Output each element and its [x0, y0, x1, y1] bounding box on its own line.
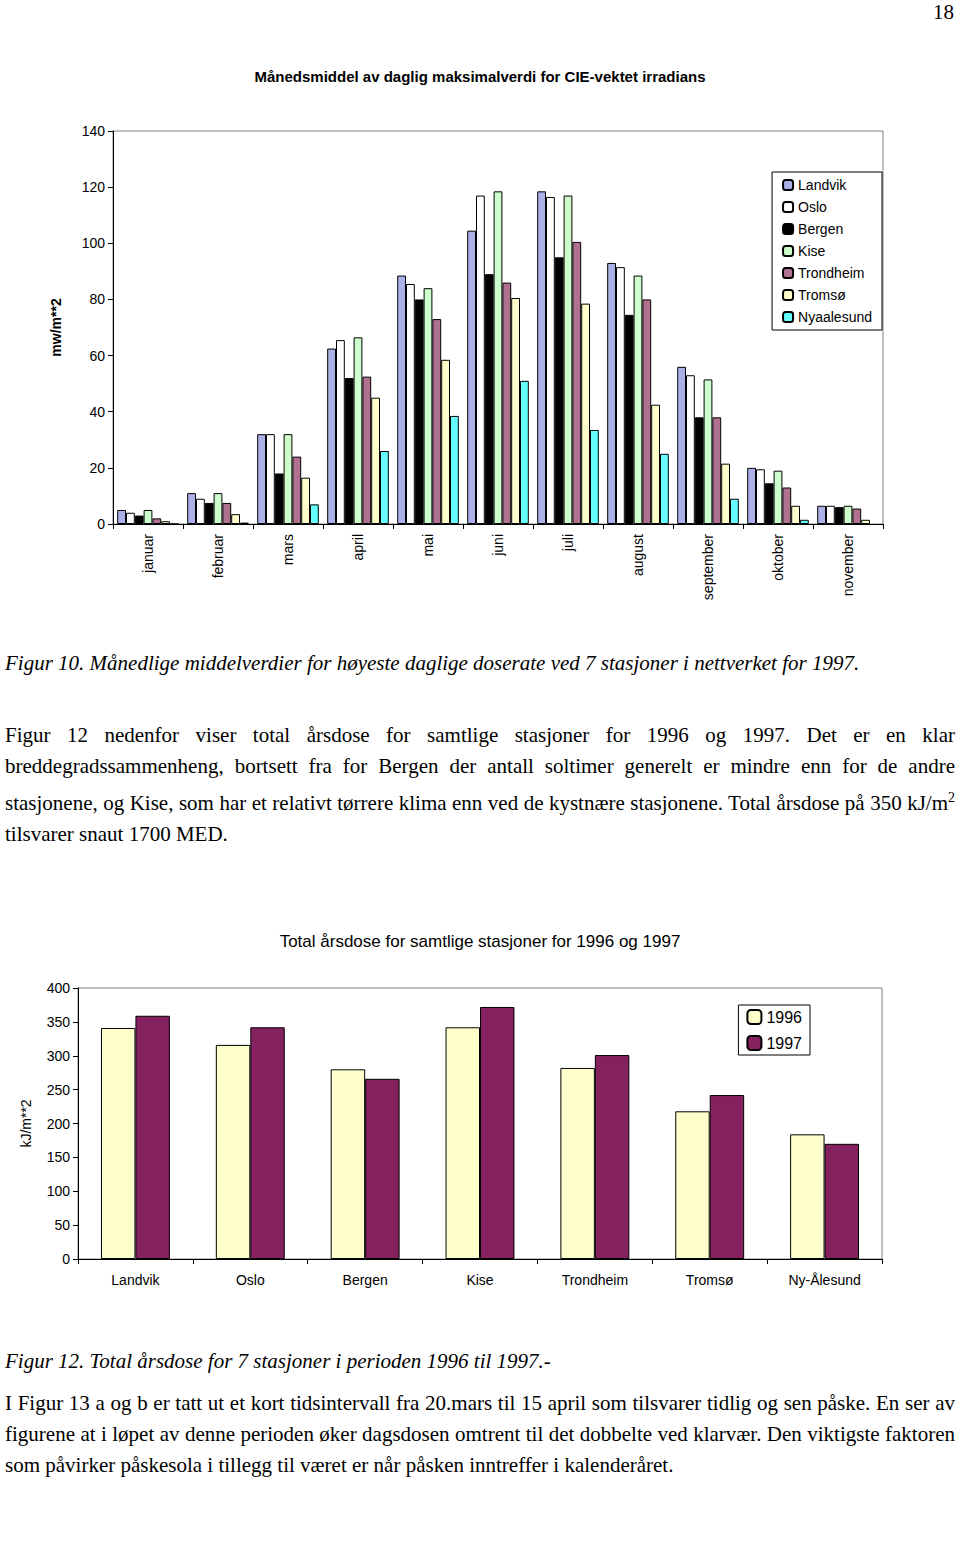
- svg-text:0: 0: [62, 1251, 70, 1267]
- svg-text:Kise: Kise: [466, 1272, 493, 1288]
- svg-text:Ny-Ålesund: Ny-Ålesund: [788, 1272, 860, 1288]
- svg-text:300: 300: [47, 1048, 71, 1064]
- svg-text:100: 100: [47, 1183, 71, 1199]
- svg-text:september: september: [700, 534, 716, 600]
- svg-text:350: 350: [47, 1014, 71, 1030]
- svg-text:80: 80: [89, 291, 105, 307]
- svg-text:Trondheim: Trondheim: [798, 265, 864, 281]
- svg-text:kJ/m**2: kJ/m**2: [18, 1099, 34, 1147]
- svg-text:Landvik: Landvik: [798, 177, 847, 193]
- svg-text:20: 20: [89, 460, 105, 476]
- svg-text:50: 50: [54, 1217, 70, 1233]
- svg-text:august: august: [630, 534, 646, 576]
- svg-text:februar: februar: [210, 534, 226, 579]
- svg-text:april: april: [350, 534, 366, 560]
- svg-text:mai: mai: [420, 534, 436, 557]
- svg-text:140: 140: [82, 123, 106, 139]
- svg-text:100: 100: [82, 235, 106, 251]
- svg-text:Landvik: Landvik: [111, 1272, 160, 1288]
- html-text:Figur 12. Total årsdose for 7: Figur 12. Total årsdose for 7 stasjoner …: [5, 1349, 551, 1373]
- svg-text:Tromsø: Tromsø: [686, 1272, 734, 1288]
- svg-text:0: 0: [97, 516, 105, 532]
- svg-text:Bergen: Bergen: [343, 1272, 388, 1288]
- svg-text:200: 200: [47, 1116, 71, 1132]
- svg-text:juli: juli: [560, 534, 576, 552]
- svg-text:400: 400: [47, 980, 71, 996]
- svg-text:mars: mars: [280, 534, 296, 565]
- svg-text:Månedsmiddel av daglig maksima: Månedsmiddel av daglig maksimalverdi for…: [255, 68, 706, 85]
- html-text:I Figur 13 a og b er tatt ut e: I Figur 13 a og b er tatt ut et kort tid…: [5, 1391, 955, 1477]
- svg-text:60: 60: [89, 348, 105, 364]
- svg-text:juni: juni: [490, 534, 506, 557]
- svg-text:november: november: [840, 534, 856, 597]
- svg-text:Oslo: Oslo: [798, 199, 827, 215]
- svg-text:1996: 1996: [766, 1009, 802, 1026]
- svg-text:Tromsø: Tromsø: [798, 287, 846, 303]
- svg-text:40: 40: [89, 404, 105, 420]
- svg-text:120: 120: [82, 179, 106, 195]
- svg-text:Nyaalesund: Nyaalesund: [798, 309, 872, 325]
- html-text:18: 18: [933, 0, 954, 24]
- svg-text:250: 250: [47, 1082, 71, 1098]
- html-text:Figur 12 nedenfor viser total: Figur 12 nedenfor viser total årsdose fo…: [5, 723, 955, 815]
- svg-text:Bergen: Bergen: [798, 221, 843, 237]
- svg-text:150: 150: [47, 1149, 71, 1165]
- svg-text:Kise: Kise: [798, 243, 825, 259]
- svg-text:Oslo: Oslo: [236, 1272, 265, 1288]
- html-text:Figur 10. Månedlige middelverd: Figur 10. Månedlige middelverdier for hø…: [5, 651, 860, 675]
- svg-text:mw/m**2: mw/m**2: [48, 298, 64, 357]
- svg-text:oktober: oktober: [770, 534, 786, 581]
- html-text:tilsvarer snaut 1700 MED.: tilsvarer snaut 1700 MED.: [5, 822, 228, 846]
- svg-text:januar: januar: [140, 534, 156, 574]
- svg-text:Total årsdose for samtlige sta: Total årsdose for samtlige stasjoner for…: [280, 932, 681, 951]
- svg-text:Trondheim: Trondheim: [562, 1272, 628, 1288]
- svg-text:1997: 1997: [766, 1035, 802, 1052]
